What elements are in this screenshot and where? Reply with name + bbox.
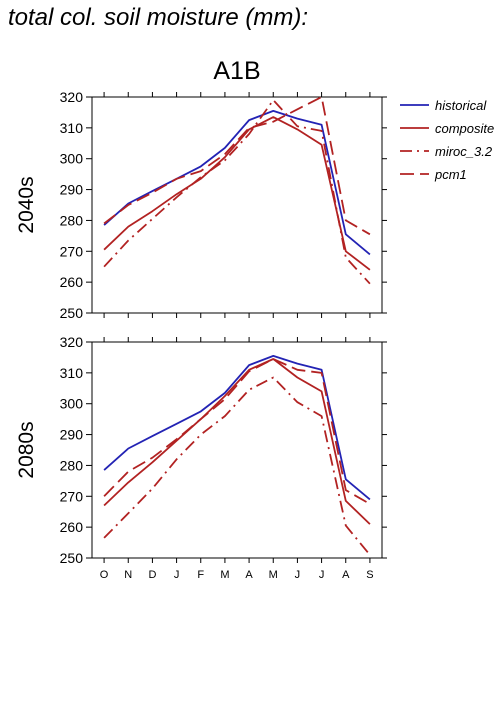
y-tick-label: 300 bbox=[60, 396, 84, 412]
legend-item: historical bbox=[400, 98, 487, 113]
x-tick-label: S bbox=[366, 569, 373, 581]
x-tick-label: F bbox=[197, 569, 204, 581]
series-line-composite bbox=[103, 116, 371, 271]
x-tick-label: A bbox=[245, 569, 253, 581]
x-tick-label: J bbox=[174, 569, 180, 581]
x-tick-label: J bbox=[319, 569, 325, 581]
y-axis-label: 2080s bbox=[15, 421, 38, 478]
legend-item: pcm1 bbox=[400, 167, 467, 182]
y-tick-label: 310 bbox=[60, 365, 84, 381]
series-line-composite bbox=[103, 358, 371, 525]
plot-frame bbox=[91, 341, 383, 559]
y-tick-label: 320 bbox=[60, 89, 84, 105]
y-tick-label: 280 bbox=[60, 212, 84, 228]
legend-label: historical bbox=[435, 98, 487, 113]
legend-item: miroc_3.2 bbox=[400, 144, 493, 159]
x-tick-label: D bbox=[148, 569, 156, 581]
x-tick-label: A bbox=[342, 569, 350, 581]
series-line-pcm1 bbox=[103, 96, 371, 236]
y-tick-label: 300 bbox=[60, 151, 84, 167]
x-tick-label: M bbox=[269, 569, 278, 581]
figure-title: total col. soil moisture (mm): bbox=[8, 4, 309, 31]
legend-label: composite bbox=[435, 121, 494, 136]
legend-label: pcm1 bbox=[434, 167, 467, 182]
x-tick-label: N bbox=[124, 569, 132, 581]
x-tick-label: J bbox=[295, 569, 301, 581]
chart-panel-2: 250 260 270 280 290 300 310 320 O N D J F M A M J J A S 2080… bbox=[15, 334, 387, 581]
series-line-miroc-3-2 bbox=[103, 376, 371, 556]
y-tick-label: 250 bbox=[60, 550, 84, 566]
y-tick-label: 270 bbox=[60, 488, 84, 504]
y-tick-label: 280 bbox=[60, 457, 84, 473]
scenario-title: A1B bbox=[213, 57, 260, 85]
y-tick-label: 260 bbox=[60, 274, 84, 290]
y-tick-label: 250 bbox=[60, 305, 84, 321]
legend-label: miroc_3.2 bbox=[435, 144, 493, 159]
y-tick-label: 310 bbox=[60, 120, 84, 136]
y-tick-label: 290 bbox=[60, 427, 84, 443]
plot-frame bbox=[91, 96, 383, 314]
y-tick-label: 320 bbox=[60, 334, 84, 350]
series-line-pcm1 bbox=[103, 358, 371, 505]
y-tick-label: 260 bbox=[60, 519, 84, 535]
y-tick-label: 290 bbox=[60, 182, 84, 198]
legend-item: composite bbox=[400, 121, 494, 136]
chart-panel-1: 250 260 270 280 290 300 310 320 2040s bbox=[15, 89, 387, 321]
x-tick-label: O bbox=[100, 569, 109, 581]
y-axis-label: 2040s bbox=[15, 176, 38, 233]
series-line-miroc-3-2 bbox=[103, 99, 371, 285]
x-tick-label: M bbox=[220, 569, 229, 581]
y-tick-label: 270 bbox=[60, 243, 84, 259]
legend: historical composite miroc_3.2 pcm1 bbox=[400, 98, 494, 182]
chart-panels: 250 260 270 280 290 300 310 320 2040s 250 260 270 28… bbox=[15, 89, 387, 581]
series-line-historical bbox=[103, 110, 371, 256]
